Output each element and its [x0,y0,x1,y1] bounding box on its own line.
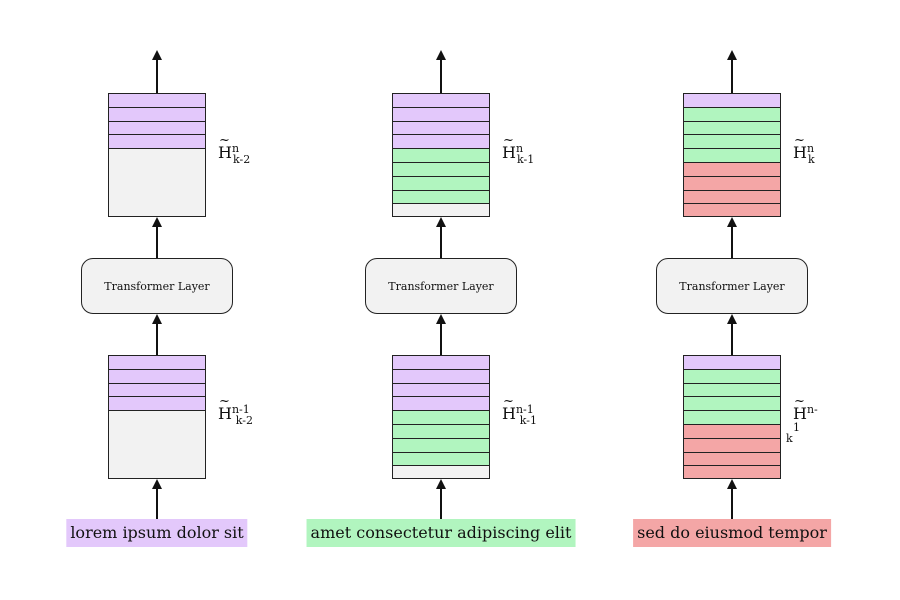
empty-slot [393,466,489,478]
token-row-purple [109,107,205,122]
token-row-green [684,135,780,150]
input-arrow [436,479,445,519]
token-row-green [684,369,780,384]
input-text-tag: sed do eiusmod tempor [633,519,831,547]
token-row-green [684,121,780,136]
token-row-red [684,452,780,467]
bottom-to-layer-arrow [436,314,445,355]
hidden-state-bottom-label: ~ Hn-1k-2 [218,394,253,427]
token-row-green [393,452,489,467]
hidden-state-bottom [392,355,490,479]
token-row-purple [109,356,205,370]
token-row-purple [109,369,205,384]
token-row-red [684,438,780,453]
layer-to-top-arrow [152,217,161,258]
column-k-1: ~ Hnk-1 Transformer Layer ~ Hn-1k-1 amet c… [284,0,584,600]
token-row-purple [393,397,489,412]
token-row-purple [393,94,489,108]
hidden-state-bottom [108,355,206,479]
output-arrow [436,50,445,93]
token-row-green [684,411,780,425]
token-row-purple [109,121,205,136]
layer-to-top-arrow [727,217,736,258]
token-row-purple [393,121,489,136]
token-row-purple [109,94,205,108]
token-row-green [684,107,780,122]
hidden-state-top-label: ~ Hnk [793,133,815,166]
token-row-green [684,383,780,398]
token-row-purple [393,356,489,370]
column-k: ~ Hnk Transformer Layer ~ Hn-1k sed do eiu… [575,0,875,600]
token-row-purple [393,369,489,384]
token-row-purple [109,383,205,398]
token-row-purple [393,135,489,150]
input-arrow [727,479,736,519]
hidden-state-bottom-label: ~ Hn-1k [786,394,818,445]
token-row-green [393,411,489,425]
bottom-to-layer-arrow [727,314,736,355]
transformer-layer-box: Transformer Layer [81,258,233,314]
hidden-state-bottom [683,355,781,479]
empty-slot [109,149,205,216]
hidden-state-top [683,93,781,217]
token-row-purple [684,94,780,108]
token-row-green [393,190,489,205]
hidden-state-top [108,93,206,217]
hidden-state-bottom-label: ~ Hn-1k-1 [502,394,537,427]
token-row-red [684,190,780,205]
token-row-green [393,176,489,191]
token-row-red [684,424,780,439]
token-row-green [684,397,780,412]
layer-to-top-arrow [436,217,445,258]
column-k-2: ~ Hnk-2 Transformer Layer ~ Hn-1k-2 lorem … [0,0,300,600]
output-arrow [727,50,736,93]
bottom-to-layer-arrow [152,314,161,355]
transformer-layer-box: Transformer Layer [656,258,808,314]
input-text-tag: amet consectetur adipiscing elit [306,519,576,547]
token-row-red [684,466,780,478]
token-row-purple [393,383,489,398]
token-row-purple [393,107,489,122]
token-row-red [684,176,780,191]
token-row-green [393,424,489,439]
token-row-purple [109,135,205,150]
token-row-green [684,149,780,163]
token-row-green [393,149,489,163]
empty-slot [393,204,489,216]
token-row-red [684,204,780,216]
token-row-purple [109,397,205,412]
hidden-state-top-label: ~ Hnk-1 [502,133,535,166]
empty-slot [109,411,205,478]
output-arrow [152,50,161,93]
hidden-state-top-label: ~ Hnk-2 [218,133,251,166]
input-text-tag: lorem ipsum dolor sit [66,519,248,547]
token-row-green [393,162,489,177]
token-row-green [393,438,489,453]
transformer-layer-box: Transformer Layer [365,258,517,314]
input-arrow [152,479,161,519]
token-row-red [684,162,780,177]
hidden-state-top [392,93,490,217]
token-row-purple [684,356,780,370]
